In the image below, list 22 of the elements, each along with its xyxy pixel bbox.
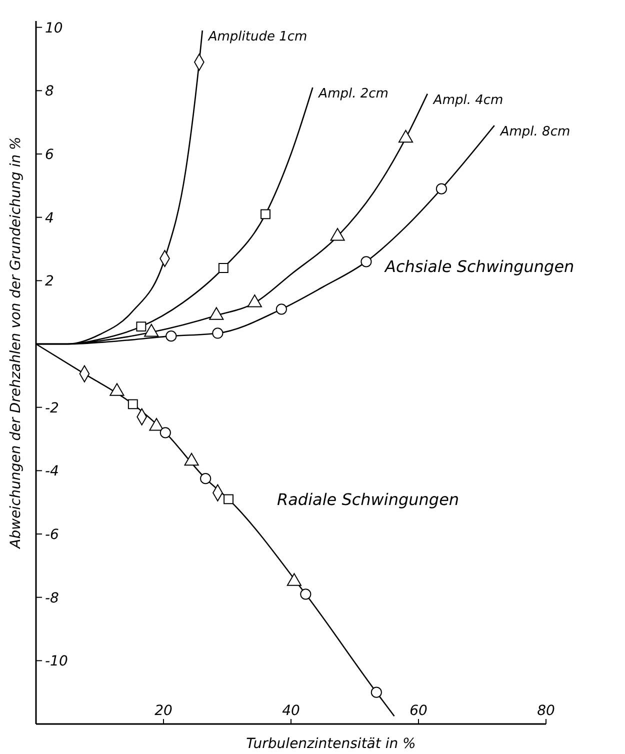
annotation: Radiale Schwingungen: [277, 490, 460, 509]
series-label: Ampl. 4cm: [432, 92, 504, 108]
y-tick-label: -8: [45, 590, 60, 606]
series-label: Ampl. 2cm: [318, 86, 388, 102]
y-tick-label: 10: [45, 20, 63, 36]
y-tick-label: 2: [45, 274, 54, 290]
y-tick-label: 6: [45, 147, 54, 163]
y-axis-title: Abweichungen der Drehzahlen von der Grundeichung in %: [8, 136, 24, 550]
x-tick-label: 40: [282, 703, 300, 719]
y-tick-label: -10: [45, 654, 68, 670]
y-tick-label: -4: [45, 464, 59, 480]
x-axis-title: Turbulenzintensität in %: [246, 736, 416, 752]
annotation: Achsiale Schwingungen: [384, 257, 574, 276]
x-tick-label: 20: [154, 703, 172, 719]
x-tick-label: 80: [537, 703, 555, 719]
y-tick-label: 4: [45, 210, 54, 226]
y-tick-label: -2: [45, 400, 60, 416]
series-label: Ampl. 8cm: [499, 124, 570, 140]
series-label: Amplitude 1cm: [207, 30, 308, 44]
y-tick-label: -6: [45, 527, 60, 543]
x-tick-label: 60: [410, 703, 428, 719]
y-tick-label: 8: [45, 84, 54, 100]
